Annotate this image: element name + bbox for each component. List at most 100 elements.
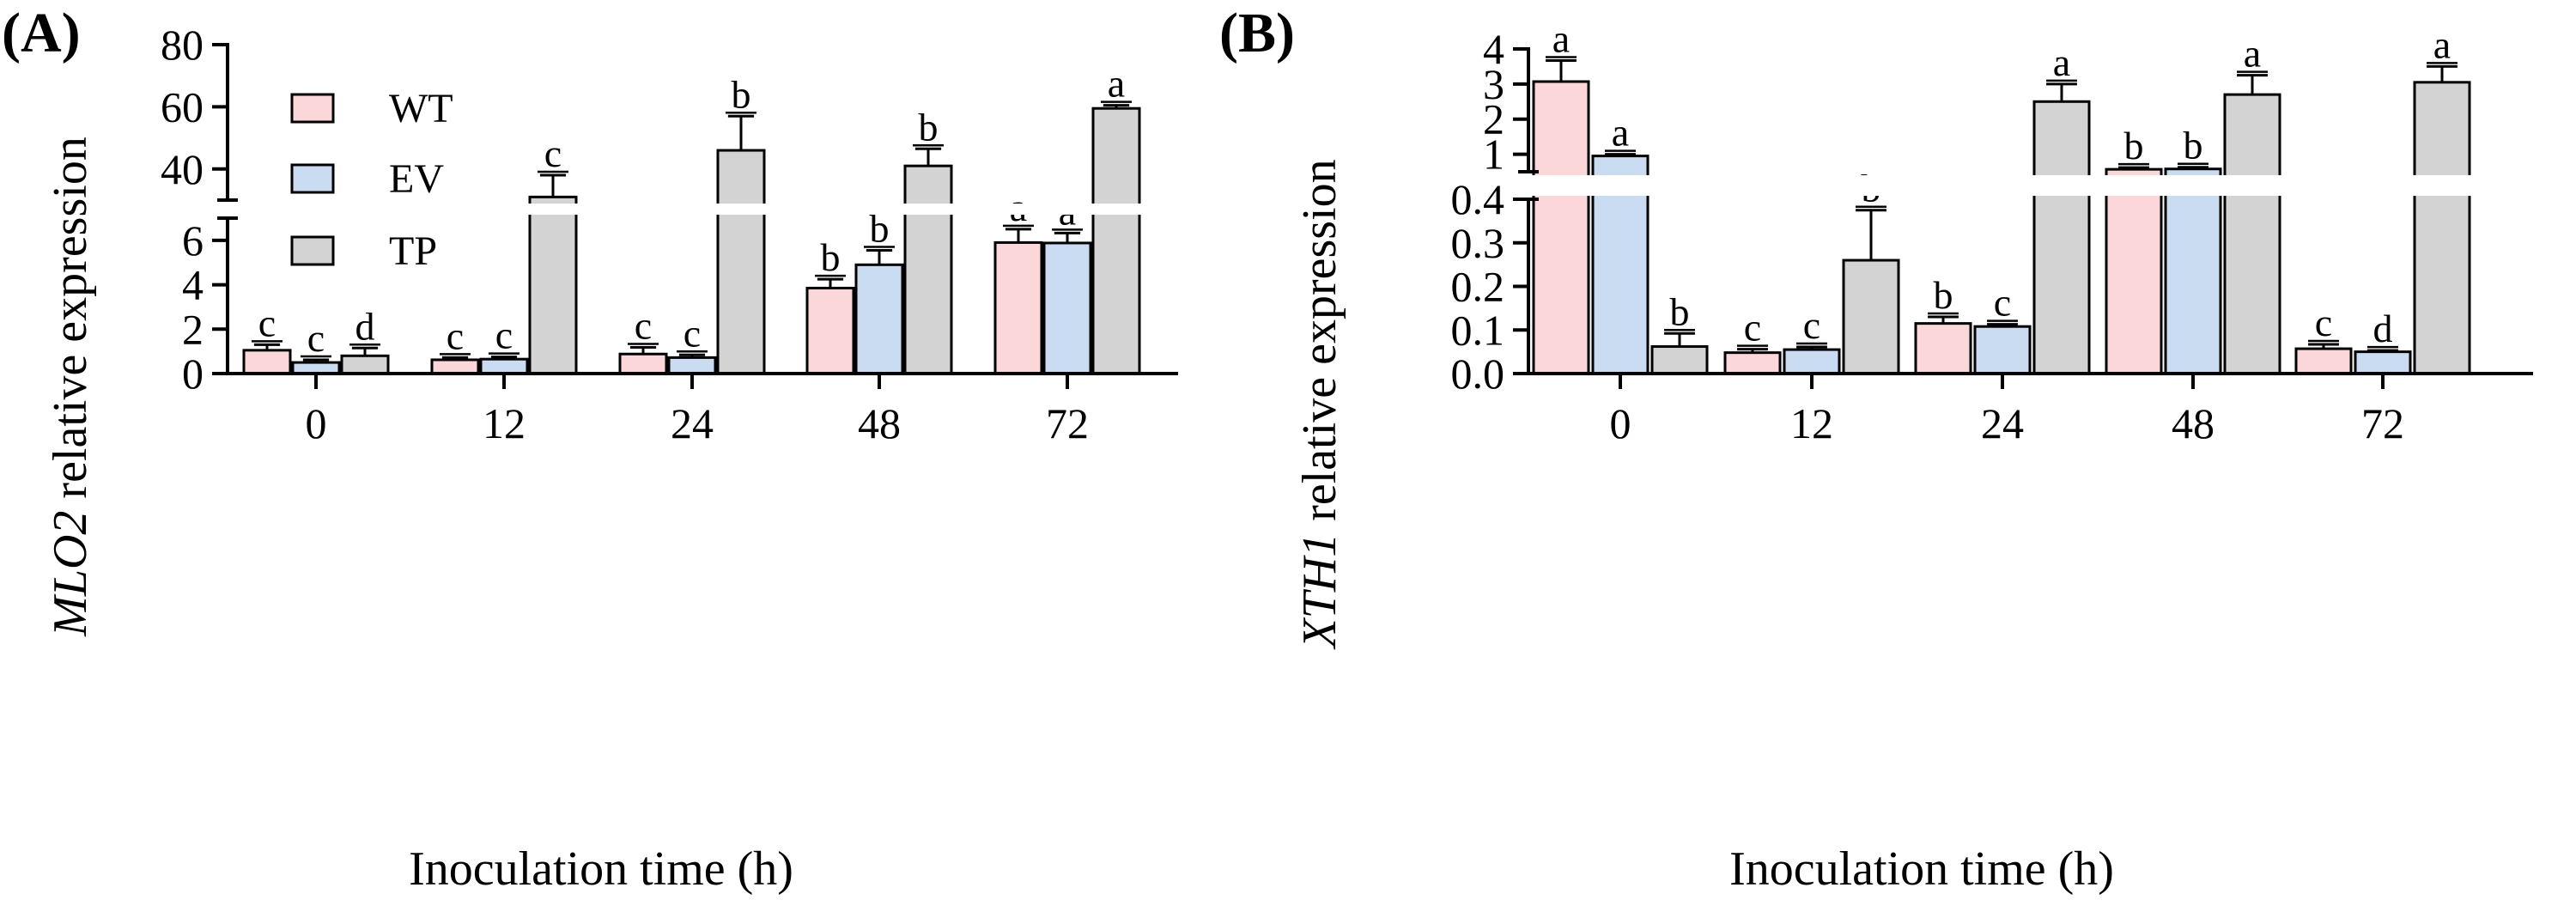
sig-letter-a-tp-48: b <box>919 105 939 149</box>
panel-b-xtick-label-0: 0 <box>1610 399 1631 447</box>
bar-a-wt-48 <box>805 286 855 375</box>
panel-a-ytick-label-60: 60 <box>161 82 204 131</box>
panel-a-ytick-label-0: 0 <box>182 350 204 398</box>
sig-letter-a-wt-48: b <box>821 235 841 279</box>
bar-a-tp-24 <box>716 149 766 375</box>
panel-b-label: (B) <box>1219 2 1295 64</box>
panel-a-label: (A) <box>2 2 81 64</box>
bar-b-wt-0 <box>1532 80 1590 375</box>
sig-letter-b-ev-24: c <box>1994 281 2011 325</box>
bar-b-ev-12 <box>1783 348 1841 375</box>
panel-a-y-axis-rest: relative expression <box>44 137 97 510</box>
panel-b-ytick-label-1: 1 <box>1483 131 1504 179</box>
sig-letter-a-ev-12: c <box>495 313 513 357</box>
panel-b-y-axis-title: XTH1 relative expression <box>1293 159 1346 649</box>
sig-letter-b-tp-48: a <box>2244 32 2261 76</box>
panel-a-legend: WT EV TP <box>290 86 453 274</box>
panel-b-y-axis-gene: XTH1 <box>1293 533 1346 650</box>
panel-b-ytick-label-0.0: 0.0 <box>1451 350 1505 398</box>
sig-letter-b-wt-72: c <box>2315 301 2332 344</box>
sig-letter-b-ev-0: a <box>1612 111 1629 155</box>
panel-b-y-axis-rest: relative expression <box>1293 159 1346 532</box>
panel-b-ytick-label-0.2: 0.2 <box>1451 263 1505 311</box>
panel-a-y-axis-gene: MLO2 <box>44 511 97 637</box>
legend-swatch-ev <box>290 163 335 194</box>
panel-a-ytick-label-80: 80 <box>161 21 204 69</box>
panel-b-ytick-label-2: 2 <box>1483 95 1504 143</box>
bar-b-wt-24 <box>1914 322 1972 375</box>
panel-b-ytick-label-0.3: 0.3 <box>1451 219 1505 267</box>
panel-b-axis-break-band <box>1511 175 2533 196</box>
bar-a-tp-72 <box>1091 106 1141 375</box>
panel-b-xtick-label-24: 24 <box>1981 399 2024 447</box>
sig-letter-b-tp-72: a <box>2433 22 2451 66</box>
bar-b-tp-24 <box>2032 100 2091 375</box>
bar-b-ev-48 <box>2164 167 2222 375</box>
sig-letter-b-wt-24: b <box>1934 273 1953 317</box>
bar-a-wt-24 <box>618 352 668 375</box>
panel-a-y-axis-title: MLO2 relative expression <box>44 137 97 637</box>
bar-b-ev-72 <box>2354 350 2412 375</box>
panel-b: (B) XTH1 relative expression Inoculation… <box>1219 2 2533 896</box>
sig-letter-a-tp-24: b <box>732 72 751 116</box>
bar-b-ev-24 <box>1973 325 2032 375</box>
sig-letter-a-wt-0: c <box>258 301 276 344</box>
sig-letter-b-tp-24: a <box>2053 40 2070 84</box>
panel-a-xtick-label-12: 12 <box>483 399 526 447</box>
sig-letter-b-wt-0: a <box>1552 16 1570 60</box>
bar-b-tp-12 <box>1842 258 1900 375</box>
sig-letter-b-ev-72: d <box>2373 307 2393 350</box>
panel-a-bars: cccbacccbadcbba <box>242 62 1141 375</box>
panel-a-x-axis-title: Inoculation time (h) <box>409 842 793 896</box>
panel-b-x-axis-title: Inoculation time (h) <box>1729 842 2114 896</box>
legend-swatch-tp <box>290 235 335 266</box>
sig-letter-a-tp-12: c <box>544 131 562 175</box>
bar-a-tp-0 <box>340 354 390 375</box>
legend-label-ev: EV <box>389 156 444 202</box>
panel-b-xtick-label-48: 48 <box>2172 399 2215 447</box>
panel-b-ytick-label-4: 4 <box>1483 25 1504 73</box>
bar-b-tp-72 <box>2413 81 2471 375</box>
sig-letter-a-wt-12: c <box>447 313 464 357</box>
bar-a-tp-12 <box>528 195 578 375</box>
panel-a-xtick-label-48: 48 <box>858 399 901 447</box>
panel-b-xtick-label-72: 72 <box>2361 399 2404 447</box>
bar-a-ev-24 <box>667 356 717 375</box>
bar-b-wt-72 <box>2294 347 2353 375</box>
panel-a-ytick-label-6: 6 <box>182 216 204 265</box>
panel-a-xtick-label-72: 72 <box>1046 399 1089 447</box>
sig-letter-a-ev-0: c <box>307 316 325 360</box>
panel-a-ytick-label-2: 2 <box>182 305 204 353</box>
sig-letter-b-wt-48: b <box>2124 124 2144 167</box>
sig-letter-a-tp-0: d <box>355 304 375 348</box>
panel-a-axis-break-band <box>210 204 1178 215</box>
panel-b-ytick-label-0.1: 0.1 <box>1451 306 1505 354</box>
legend-label-tp: TP <box>389 228 437 274</box>
bar-a-ev-12 <box>479 357 529 375</box>
bar-a-wt-12 <box>430 358 480 375</box>
sig-letter-a-wt-24: c <box>635 303 652 347</box>
bar-b-wt-12 <box>1723 351 1782 375</box>
sig-letter-b-wt-12: c <box>1744 306 1761 350</box>
panel-a-xtick-label-24: 24 <box>671 399 714 447</box>
sig-letter-b-ev-48: b <box>2184 124 2203 167</box>
legend-swatch-wt <box>290 93 335 124</box>
bar-b-wt-48 <box>2105 167 2163 375</box>
bar-a-ev-48 <box>854 263 904 375</box>
bar-a-ev-72 <box>1042 241 1092 375</box>
bar-b-tp-0 <box>1650 345 1709 375</box>
sig-letter-b-ev-12: c <box>1803 303 1820 347</box>
panel-a-xtick-label-0: 0 <box>306 399 327 447</box>
legend-label-wt: WT <box>389 86 453 131</box>
bar-b-tp-48 <box>2223 93 2281 375</box>
bar-a-wt-72 <box>993 240 1043 375</box>
sig-letter-a-tp-72: a <box>1108 62 1125 106</box>
panel-b-ytick-label-3: 3 <box>1483 60 1504 108</box>
panel-b-ytick-label-0.4: 0.4 <box>1451 175 1505 223</box>
panel-b-xtick-label-12: 12 <box>1790 399 1833 447</box>
panel-a-ytick-label-40: 40 <box>161 145 204 193</box>
panel-a: (A) MLO2 relative expression Inoculation… <box>2 2 1178 896</box>
